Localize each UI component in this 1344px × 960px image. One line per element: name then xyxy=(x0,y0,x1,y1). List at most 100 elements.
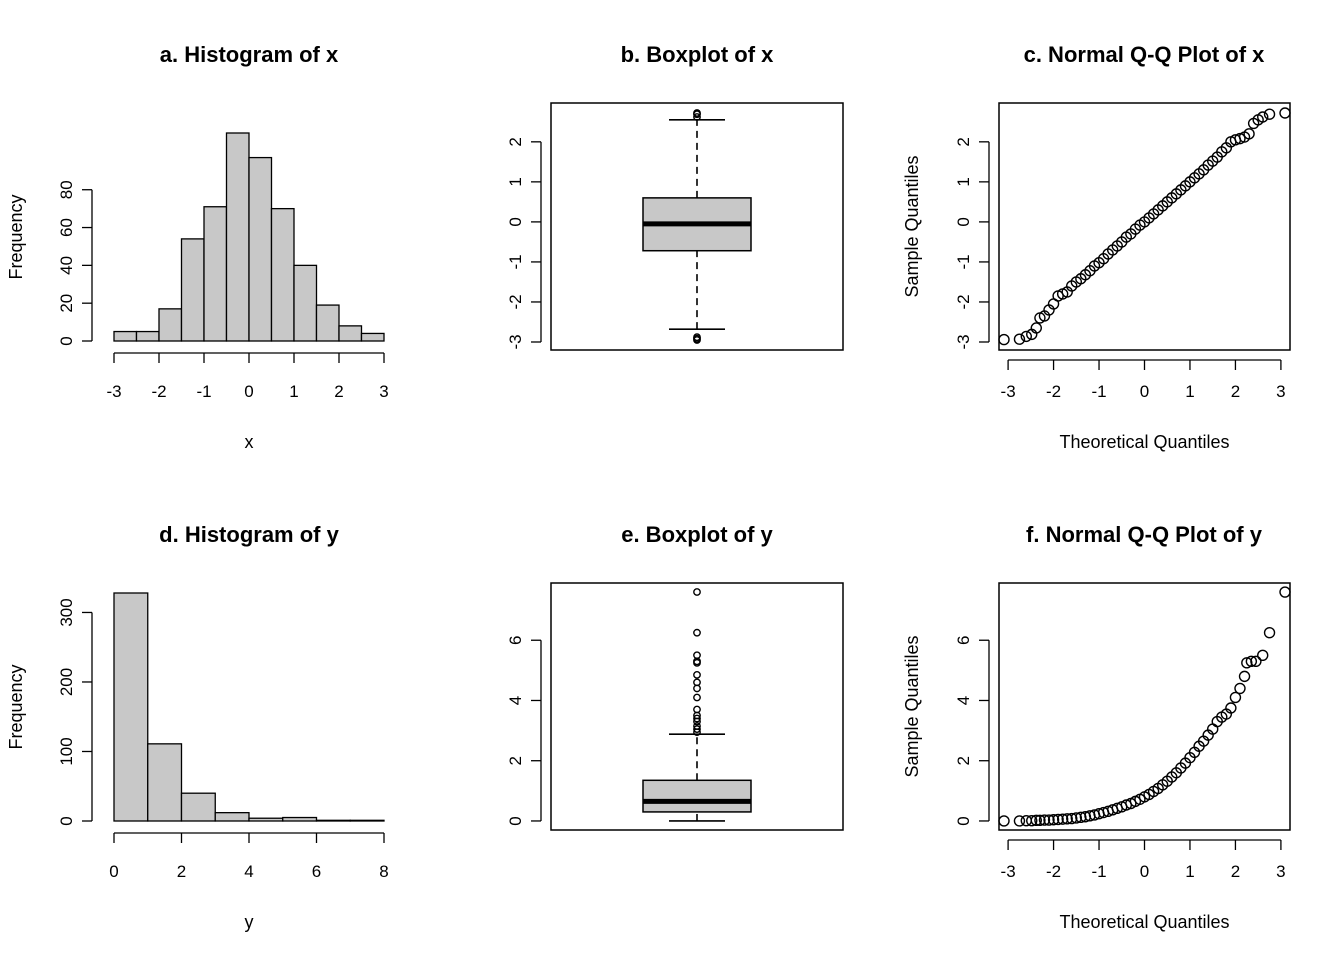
qq-point xyxy=(1038,814,1051,826)
panel-a: a. Histogram of x 0 20 40 60 80 -3 -2 -1 0 1 2 3 x Fre… xyxy=(6,42,389,452)
panel-title: e. Boxplot of y xyxy=(621,522,773,547)
y-tick-label: 2 xyxy=(506,756,525,765)
y-tick-label: 0 xyxy=(506,816,525,825)
x-tick-label: 2 xyxy=(177,862,186,881)
plot-frame xyxy=(550,102,844,351)
qq-point xyxy=(1052,813,1064,826)
outlier-point xyxy=(693,628,701,637)
x-tick-label: -2 xyxy=(1046,382,1061,401)
x-tick-label: -1 xyxy=(1091,382,1106,401)
bar xyxy=(315,819,351,822)
qq-point xyxy=(1263,108,1276,120)
outlier-point xyxy=(693,336,701,344)
panel-e: e. Boxplot of y 0 2 4 6 xyxy=(506,522,844,831)
y-axis-label: Sample Quantiles xyxy=(902,155,922,297)
y-axis: 0 2 4 6 xyxy=(954,635,990,826)
panel-title: b. Boxplot of x xyxy=(621,42,775,67)
y-tick-label: 0 xyxy=(57,816,76,825)
y-tick-label: 0 xyxy=(57,336,76,345)
qq-point xyxy=(1234,682,1246,695)
qq-point xyxy=(1043,814,1055,826)
bar xyxy=(135,330,160,342)
qq-point xyxy=(1257,111,1269,123)
plot-frame xyxy=(550,582,844,831)
y-tick-label: 60 xyxy=(57,218,76,237)
y-tick-label: -2 xyxy=(954,294,973,309)
x-tick-label: -2 xyxy=(151,382,166,401)
qq-point xyxy=(1238,670,1251,683)
panel-title: f. Normal Q-Q Plot of y xyxy=(1026,522,1263,547)
x-tick-label: 3 xyxy=(1276,862,1285,881)
y-tick-label: 0 xyxy=(954,217,973,226)
points xyxy=(998,107,1291,346)
x-axis-label: x xyxy=(245,432,254,452)
panel-c: c. Normal Q-Q Plot of x -3 -2 -1 0 1 2 -3 -2 -1 0 1… xyxy=(902,42,1291,452)
y-tick-label: -3 xyxy=(506,334,525,349)
plot-frame xyxy=(998,582,1291,831)
qq-point xyxy=(1257,649,1269,661)
y-tick-label: 40 xyxy=(57,256,76,275)
outlier-point xyxy=(693,722,701,730)
qq-point xyxy=(1020,330,1032,343)
x-axis: -3 -2 -1 0 1 2 3 xyxy=(106,352,389,401)
bar xyxy=(315,304,340,342)
bars xyxy=(113,132,385,342)
outlier-point xyxy=(693,705,701,714)
bar xyxy=(113,330,138,342)
x-tick-label: 0 xyxy=(1140,862,1149,881)
outlier-point xyxy=(693,725,701,733)
qq-point xyxy=(1013,333,1026,345)
panel-d: d. Histogram of y 0 100 200 300 0 2 4 6 8 y Frequen… xyxy=(6,522,389,932)
qq-point xyxy=(1061,813,1073,825)
bar xyxy=(248,817,284,822)
qq-point xyxy=(1026,814,1038,827)
qq-point xyxy=(1030,814,1042,827)
x-axis-label: y xyxy=(245,912,254,932)
bar xyxy=(180,792,216,822)
qq-point xyxy=(1066,812,1078,825)
outlier-point xyxy=(693,693,701,702)
x-axis: -3 -2 -1 0 1 2 3 xyxy=(1001,359,1286,401)
points xyxy=(998,586,1291,827)
y-tick-label: 2 xyxy=(954,137,973,146)
y-tick-label: 1 xyxy=(954,177,973,186)
qq-point xyxy=(1013,815,1026,827)
bar xyxy=(282,816,318,822)
bar xyxy=(349,819,385,822)
qq-point xyxy=(1047,814,1060,826)
bar xyxy=(214,812,250,822)
y-axis: 0 100 200 300 xyxy=(57,598,93,826)
qq-point xyxy=(1279,586,1291,598)
panel-f: f. Normal Q-Q Plot of y 0 2 4 6 -3 -2 -1 0 1 2 3 The… xyxy=(902,522,1291,932)
bar xyxy=(113,592,149,822)
qq-point xyxy=(1245,655,1258,668)
outlier-point xyxy=(693,678,701,687)
x-tick-label: -3 xyxy=(1001,382,1016,401)
x-tick-label: 6 xyxy=(312,862,321,881)
x-tick-label: 4 xyxy=(244,862,253,881)
outlier-point xyxy=(693,714,701,723)
y-tick-label: 0 xyxy=(954,816,973,825)
x-tick-label: -2 xyxy=(1046,862,1061,881)
bar xyxy=(248,156,273,342)
x-axis-label: Theoretical Quantiles xyxy=(1059,432,1229,452)
x-axis-label: Theoretical Quantiles xyxy=(1059,912,1229,932)
y-axis-label: Frequency xyxy=(6,194,26,279)
panel-b: b. Boxplot of x -3 -2 -1 0 1 2 xyxy=(506,42,844,351)
y-tick-label: 4 xyxy=(954,696,973,705)
x-tick-label: -3 xyxy=(106,382,121,401)
plot-frame xyxy=(998,102,1291,351)
x-tick-label: 1 xyxy=(289,382,298,401)
qq-point xyxy=(1279,107,1291,119)
qq-point xyxy=(1070,812,1082,824)
y-tick-label: 2 xyxy=(506,137,525,146)
bar xyxy=(203,206,228,342)
y-tick-label: -1 xyxy=(506,254,525,269)
y-tick-label: -1 xyxy=(954,254,973,269)
x-tick-label: 1 xyxy=(1185,382,1194,401)
y-tick-label: 300 xyxy=(57,598,76,626)
y-axis: -3 -2 -1 0 1 2 xyxy=(954,137,990,350)
bar xyxy=(180,238,205,342)
bar xyxy=(158,308,183,342)
